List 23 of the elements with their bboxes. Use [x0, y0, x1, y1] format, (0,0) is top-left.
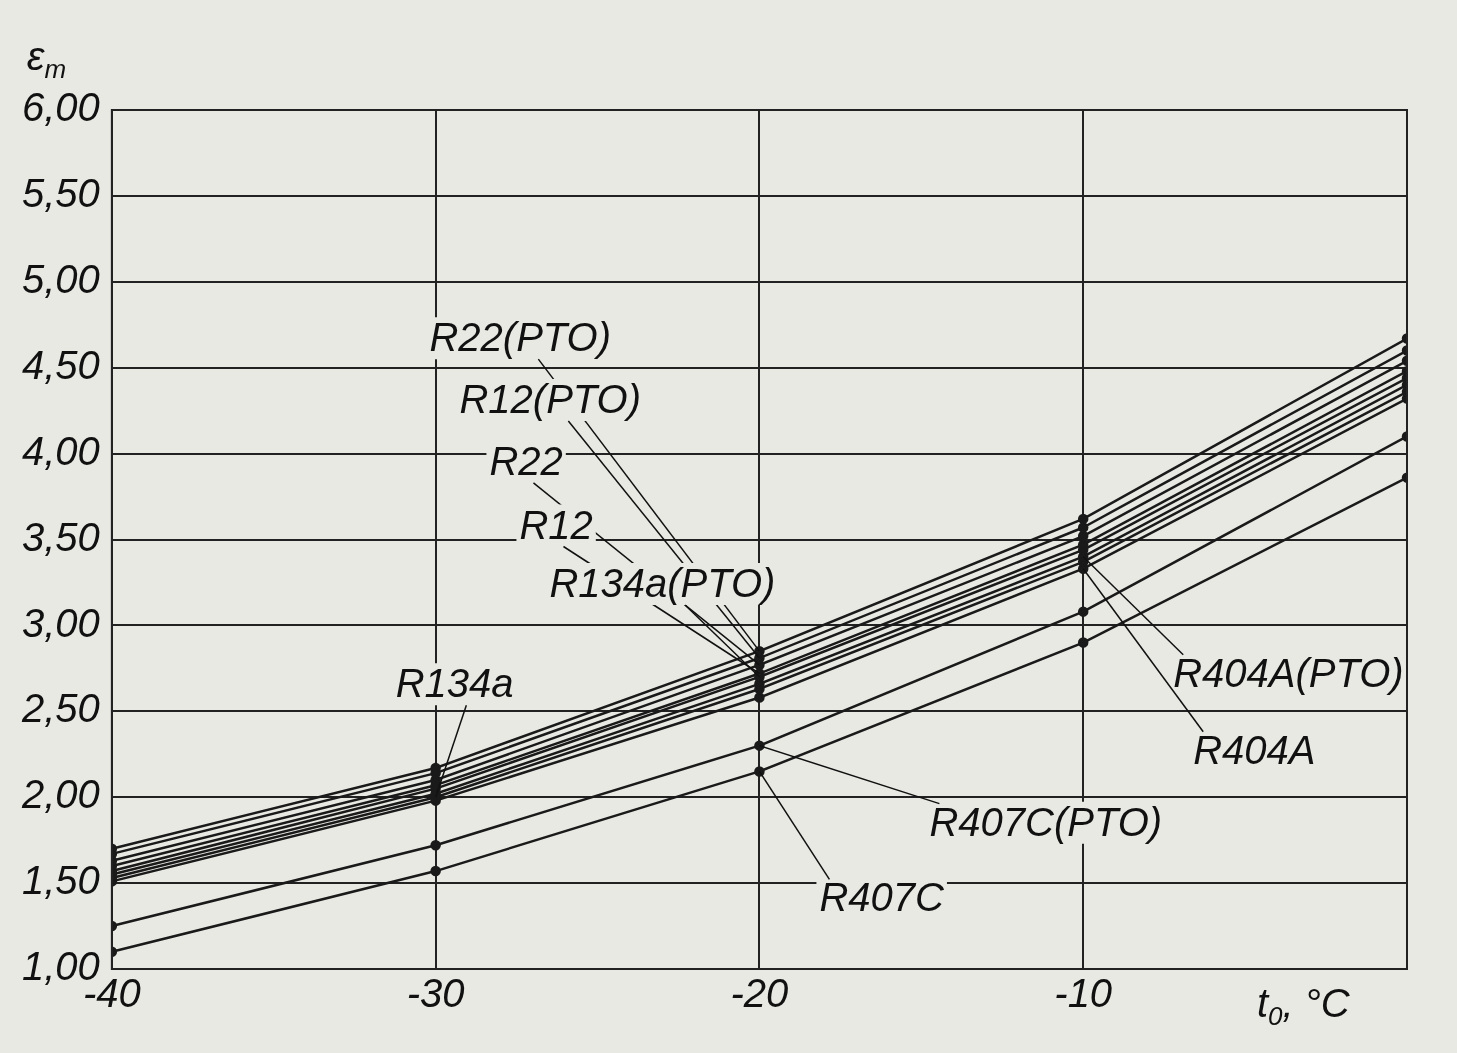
x-tick-label: -20: [730, 971, 789, 1016]
x-tick-label: -30: [406, 971, 465, 1016]
y-tick-label: 4,50: [21, 342, 100, 387]
y-tick-label: 5,00: [21, 256, 100, 301]
y-tick-label: 4,00: [21, 428, 100, 473]
text: R12: [519, 502, 593, 547]
y-tick-label: 2,00: [20, 772, 100, 817]
y-tick-label: 5,50: [21, 171, 100, 216]
series-label: R134a(PTO): [549, 560, 776, 605]
text: R407C: [819, 875, 946, 920]
text: R12(PTO): [459, 377, 641, 422]
y-tick-label: 1,50: [21, 858, 100, 903]
y-tick-label: 6,00: [21, 85, 100, 130]
text: R407C(PTO): [929, 799, 1163, 844]
y-tick-label: 3,50: [21, 514, 100, 559]
y-tick-label: 3,00: [21, 600, 100, 645]
text: R404A: [1193, 727, 1316, 772]
text: R22: [489, 438, 563, 483]
x-tick-label: -10: [1054, 971, 1113, 1016]
text: R404A(PTO): [1173, 650, 1404, 695]
series-label: R134a: [395, 661, 514, 706]
text: R22(PTO): [429, 315, 611, 360]
y-tick-label: 2,50: [20, 686, 100, 731]
